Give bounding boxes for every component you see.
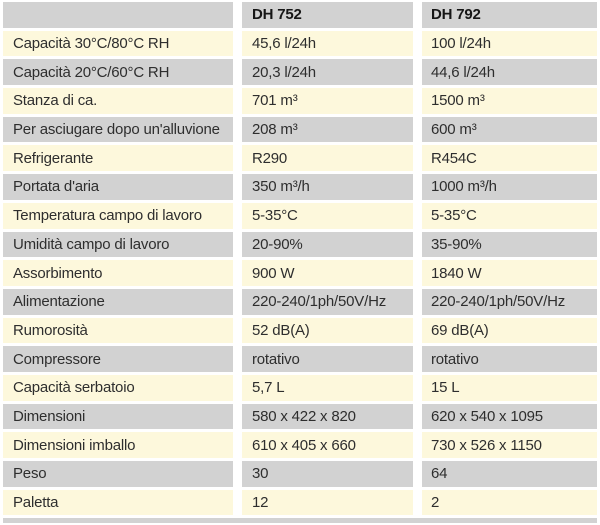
spec-value-dh792-cell: rotativo [422, 346, 597, 372]
spec-label-cell: Alimentazione [3, 288, 233, 315]
spec-value-dh792-cell: 600 m³ [422, 116, 597, 143]
spec-label-cell: Capacità 30°C/80°C RH [3, 30, 233, 57]
header-empty-cell [3, 2, 233, 28]
spec-label-cell: Rumorosità [3, 317, 233, 344]
header-model-dh792: DH 792 [422, 2, 597, 28]
spec-value-dh792-cell: 730 x 526 x 1150 [422, 432, 597, 458]
spec-value-dh792-cell: 1000 m³/h [422, 174, 597, 200]
spec-label-cell: Assorbimento [3, 260, 233, 286]
spec-value-dh792-cell: 2 [422, 489, 597, 516]
spec-value-dh752-cell: 5-35°C [242, 202, 413, 229]
spec-value-dh792-cell: R454C [422, 145, 597, 172]
spec-value-dh792-cell: 64 [422, 461, 597, 487]
spec-label-cell: Per asciugare dopo un'alluvione [3, 116, 233, 143]
spec-label-cell: Stanza di ca. [3, 88, 233, 114]
spec-value-dh752-cell: 701 m³ [242, 88, 413, 114]
spec-label-cell: Capacità 20°C/60°C RH [3, 59, 233, 86]
spec-value-dh792-cell: 35-90% [422, 231, 597, 258]
spec-value-dh792-cell: 1500 m³ [422, 88, 597, 114]
spec-value-dh752-cell: 5,7 L [242, 374, 413, 401]
spec-label-cell: Peso [3, 461, 233, 487]
spec-table: DH 752 DH 792 Capacità 30°C/80°C RH 45,6 … [3, 2, 597, 516]
spec-value-dh752-cell: 610 x 405 x 660 [242, 432, 413, 458]
spec-label-cell: Compressore [3, 346, 233, 372]
spec-value-dh752-cell: 580 x 422 x 820 [242, 403, 413, 430]
spec-value-dh792-cell: 5-35°C [422, 202, 597, 229]
spec-label-cell: Dimensioni imballo [3, 432, 233, 458]
spec-value-dh752-cell: R290 [242, 145, 413, 172]
spec-value-dh752-cell: 52 dB(A) [242, 317, 413, 344]
spec-value-dh792-cell: 69 dB(A) [422, 317, 597, 344]
spec-value-dh752-cell: 12 [242, 489, 413, 516]
spec-value-dh752-cell: 350 m³/h [242, 174, 413, 200]
spec-label-cell: Portata d'aria [3, 174, 233, 200]
spec-value-dh752-cell: 220-240/1ph/50V/Hz [242, 288, 413, 315]
spec-value-dh792-cell: 620 x 540 x 1095 [422, 403, 597, 430]
spec-value-dh752-cell: 20,3 l/24h [242, 59, 413, 86]
spec-value-dh792-cell: 15 L [422, 374, 597, 401]
spec-value-dh792-cell: 1840 W [422, 260, 597, 286]
spec-value-dh792-cell: 220-240/1ph/50V/Hz [422, 288, 597, 315]
spec-value-dh752-cell: 900 W [242, 260, 413, 286]
spec-label-cell: Temperatura campo di lavoro [3, 202, 233, 229]
spec-label-cell: Dimensioni [3, 403, 233, 430]
spec-value-dh752-cell: 30 [242, 461, 413, 487]
spec-value-dh752-cell: 208 m³ [242, 116, 413, 143]
header-model-dh752: DH 752 [242, 2, 413, 28]
spec-label-cell: Umidità campo di lavoro [3, 231, 233, 258]
spec-value-dh792-cell: 100 l/24h [422, 30, 597, 57]
spec-value-dh752-cell: 45,6 l/24h [242, 30, 413, 57]
spec-value-dh752-cell: 20-90% [242, 231, 413, 258]
spec-label-cell: Paletta [3, 489, 233, 516]
table-bottom-strip [3, 518, 597, 523]
spec-label-cell: Capacità serbatoio [3, 374, 233, 401]
spec-value-dh792-cell: 44,6 l/24h [422, 59, 597, 86]
spec-value-dh752-cell: rotativo [242, 346, 413, 372]
spec-label-cell: Refrigerante [3, 145, 233, 172]
